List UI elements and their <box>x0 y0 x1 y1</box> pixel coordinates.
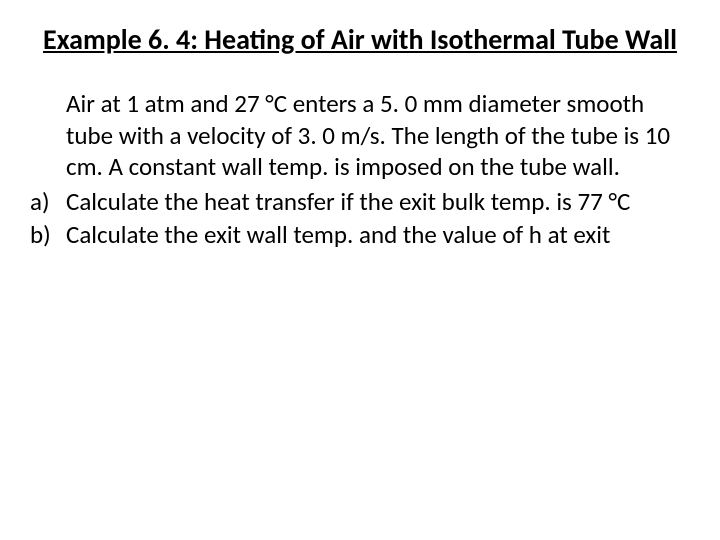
question-list: a) Calculate the heat transfer if the ex… <box>66 186 690 251</box>
list-marker: b) <box>30 219 62 250</box>
intro-paragraph: Air at 1 atm and 27 °C enters a 5. 0 mm … <box>66 88 690 182</box>
list-marker: a) <box>30 186 62 217</box>
body-content: Air at 1 atm and 27 °C enters a 5. 0 mm … <box>30 88 690 250</box>
list-item: a) Calculate the heat transfer if the ex… <box>30 186 690 217</box>
example-title: Example 6. 4: Heating of Air with Isothe… <box>30 22 690 58</box>
list-item-text: Calculate the exit wall temp. and the va… <box>66 219 610 250</box>
list-item-text: Calculate the heat transfer if the exit … <box>66 186 630 217</box>
list-item: b) Calculate the exit wall temp. and the… <box>30 219 690 250</box>
